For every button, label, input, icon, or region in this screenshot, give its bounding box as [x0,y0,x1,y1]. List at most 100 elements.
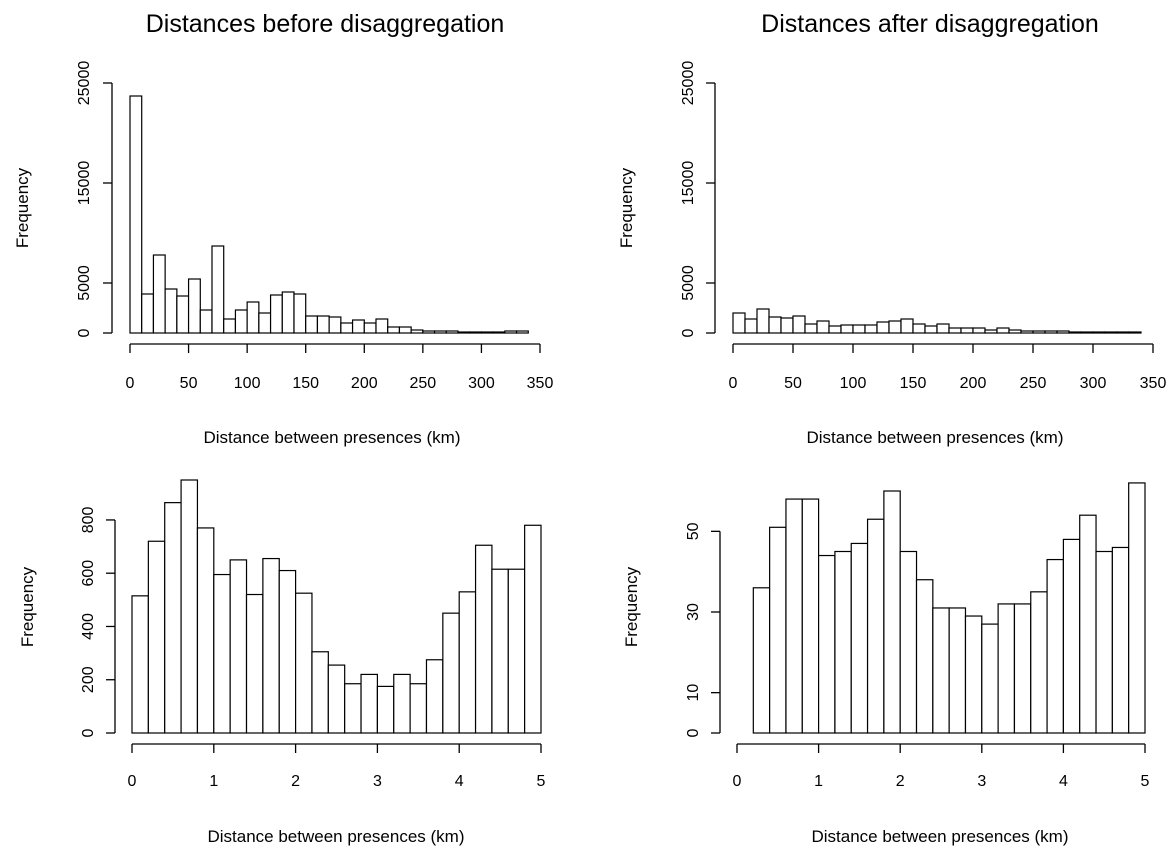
histogram-bar [246,301,260,334]
panel-bottom-left: Distance between presences (km) Frequenc… [18,479,546,846]
histogram-bar [785,498,803,734]
histogram-bar [445,330,459,334]
histogram-bar [768,316,782,334]
y-tick-label: 30 [685,603,702,621]
histogram-bar [948,327,962,334]
y-tick-label: 0 [76,328,93,337]
histogram-bar [457,331,471,334]
histogram-bar [981,623,999,734]
histogram-bar [258,312,272,334]
y-axis-label: Frequency [622,566,641,647]
histogram-bar [840,324,854,334]
histogram-bar [164,288,178,334]
histogram-bar [223,318,237,334]
histogram-bar [900,318,914,334]
histogram-bar [1056,330,1070,334]
histogram-bar [850,542,869,734]
x-tick-label: 1 [814,773,823,790]
x-tick-label: 0 [126,375,135,392]
x-tick-label: 2 [291,773,300,790]
histogram-bar [507,568,526,734]
x-tick-label: 0 [729,375,738,392]
histogram-bar [888,320,902,334]
histogram-bar [756,308,770,334]
histogram-bar [866,518,885,734]
histogram-bar [852,324,866,334]
histogram-bar [972,327,986,334]
y-tick-label: 15000 [680,161,697,206]
histogram-bar [1116,331,1130,334]
chart-title: Distances after disaggregation [761,10,1099,38]
histogram-bar [316,315,330,334]
histogram-bar [410,329,424,334]
histogram-bar [1032,330,1046,334]
histogram-bar [398,326,412,334]
histogram-bar [262,557,280,734]
x-tick-label: 350 [527,375,554,392]
x-tick-label: 5 [1141,773,1150,790]
y-tick-label: 5000 [76,265,93,301]
histogram-bar [234,309,248,334]
histogram-bar [344,683,362,734]
x-tick-label: 350 [1140,375,1167,392]
histogram-bar [360,673,379,734]
histogram-bar [393,673,411,734]
histogram-bar [1079,514,1097,734]
histogram-bar [996,327,1010,334]
x-tick-label: 4 [1059,773,1068,790]
x-axis-label: Distance between presences (km) [203,428,460,447]
x-tick-label: 0 [128,773,137,790]
histogram-bar [515,330,529,334]
x-axis-label: Distance between presences (km) [806,428,1063,447]
histogram-bar [1111,546,1130,734]
histogram-bar [131,595,149,734]
x-tick-label: 3 [977,773,986,790]
y-tick-label: 0 [680,328,697,337]
histogram-bar [876,321,890,334]
y-tick-label: 0 [685,728,702,737]
histogram-bar [199,309,213,334]
histogram-bar [340,322,354,334]
histogram-bar [752,587,771,734]
x-tick-label: 2 [896,773,905,790]
histogram-bar [176,295,190,334]
histogram-bar [801,498,820,734]
histogram-bar [351,319,365,334]
histogram-bar [769,526,787,734]
histogram-bar [141,293,155,334]
x-tick-label: 150 [292,375,319,392]
histogram-bar [1104,331,1118,334]
histogram-bar [328,316,342,334]
y-axis-label: Frequency [18,566,37,647]
histogram-bar [1030,591,1048,734]
histogram-bar [1046,558,1064,734]
histogram-bar [196,527,215,734]
histogram-bar [984,329,998,334]
histogram-bar [469,331,483,334]
histogram-bar [1062,538,1081,734]
histogram-bar [936,323,950,334]
histogram-bar [492,331,506,334]
histogram-bar [245,593,264,734]
x-axis-label: Distance between presences (km) [811,827,1068,846]
histogram-bar [816,320,830,334]
histogram-bar [491,568,509,734]
histogram-bar [458,591,477,734]
histogram-bar [409,683,428,734]
histogram-bar [442,612,460,734]
histogram-bar [915,579,934,734]
histogram-bar [295,592,313,734]
histogram-bar [147,540,166,734]
x-tick-label: 150 [900,375,927,392]
histogram-bar [278,569,297,734]
histogram-bar [211,245,225,334]
histogram-bar [422,330,436,334]
y-tick-label: 5000 [680,265,697,301]
y-tick-label: 25000 [76,61,93,106]
histogram-bar [152,254,166,334]
histogram-bar [828,325,842,334]
histogram-bar [187,278,201,334]
x-tick-label: 200 [960,375,987,392]
histogram-bar [948,607,967,734]
histogram-bar [129,95,143,334]
